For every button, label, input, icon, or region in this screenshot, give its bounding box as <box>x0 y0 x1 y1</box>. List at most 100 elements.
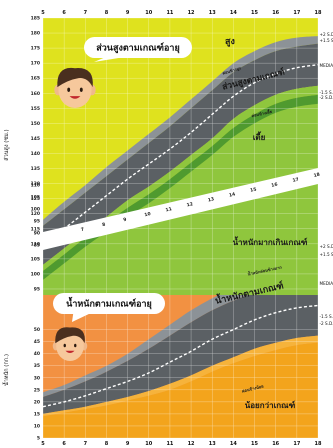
weight-tick: 20 <box>34 399 40 405</box>
age-strip-tick: 18 <box>313 172 320 179</box>
x-tick-top: 14 <box>230 10 237 16</box>
height-zone-label: เตี้ย <box>253 131 266 142</box>
height-tick: 95 <box>34 286 40 292</box>
weight-sd-label: +2 S.D. <box>320 244 333 249</box>
weight-zone-label: ค่อนข้างน้อย <box>241 382 265 393</box>
x-tick-bottom: 17 <box>293 441 300 447</box>
age-strip-tick: 8 <box>102 222 106 229</box>
age-strip-tick: 11 <box>165 206 172 213</box>
weight-callout: น้ำหนักตามเกณฑ์อายุ <box>53 293 165 322</box>
height-zone-label: สูง <box>225 37 235 47</box>
x-tick-top: 17 <box>293 10 300 16</box>
x-tick-bottom: 16 <box>272 441 279 447</box>
x-tick-bottom: 14 <box>230 441 237 447</box>
height-callout-box <box>84 37 192 58</box>
height-sd-label: +1.5 S.D. <box>320 38 333 43</box>
weight-tick: 30 <box>34 375 40 381</box>
x-tick-top: 6 <box>62 10 66 16</box>
plot-area <box>42 17 319 439</box>
height-callout-text: ส่วนสูงตามเกณฑ์อายุ <box>96 42 180 54</box>
weight-tick-upper: 110 <box>31 183 40 189</box>
x-tick-top: 12 <box>188 10 195 16</box>
x-tick-bottom: 13 <box>209 441 216 447</box>
weight-callout-text: น้ำหนักตามเกณฑ์อายุ <box>66 297 152 310</box>
height-tick: 170 <box>31 61 40 67</box>
x-tick-bottom: 12 <box>188 441 195 447</box>
height-tick: 185 <box>31 16 40 22</box>
height-tick: 130 <box>31 181 40 187</box>
x-tick-bottom: 18 <box>315 441 322 447</box>
x-tick-bottom: 8 <box>105 441 109 447</box>
x-tick-bottom: 7 <box>84 441 88 447</box>
height-tick: 135 <box>31 166 40 172</box>
x-tick-top: 8 <box>105 10 109 16</box>
boy-face-top-mouth <box>69 96 81 99</box>
x-tick-top: 11 <box>166 10 173 16</box>
weight-zone-label: น้ำหนักมากเกินเกณฑ์ <box>233 236 308 247</box>
height-sd-label: +2 S.D. <box>320 32 333 37</box>
boy-face-bottom <box>52 327 88 361</box>
height-tick: 175 <box>31 46 40 52</box>
weight-sd-label: +1.5 S.D. <box>320 252 333 257</box>
age-strip-tick: 9 <box>123 217 127 224</box>
height-median-line <box>42 64 319 246</box>
boy-face-bottom-mouth <box>65 350 75 353</box>
x-tick-bottom: 9 <box>126 441 130 447</box>
height-tick: 105 <box>31 256 40 262</box>
age-strip-tick: 7 <box>80 227 84 234</box>
boy-face-bottom-eye-right <box>74 343 77 348</box>
weight-axis-title: น้ำหนัก (กก.) <box>2 354 10 386</box>
height-tick: 125 <box>31 196 40 202</box>
boy-face-top-eye-right <box>79 87 83 92</box>
height-tick: 150 <box>31 121 40 127</box>
x-tick-bottom: 5 <box>41 441 45 447</box>
weight-tick: 45 <box>34 339 40 345</box>
x-tick-top: 9 <box>126 10 130 16</box>
weight-tick-upper: 90 <box>34 231 40 237</box>
decor: ส่วนสูงตามเกณฑ์อายุน้ำหนักตามเกณฑ์อายุ <box>52 37 192 361</box>
x-tick-bottom: 15 <box>251 441 258 447</box>
x-tick-top: 10 <box>145 10 152 16</box>
boy-face-top-eye-left <box>67 87 71 92</box>
boy-face-top <box>54 67 96 108</box>
height-tick: 100 <box>31 271 40 277</box>
height-sd-label: -1.5 S.D. <box>320 90 333 95</box>
x-tick-top: 15 <box>251 10 258 16</box>
x-tick-top: 18 <box>315 10 322 16</box>
weight-sd-label: -1.5 S.D. <box>320 314 333 319</box>
boy-face-bottom-eye-left <box>63 343 66 348</box>
age-strip-tick: 10 <box>144 211 151 218</box>
weight-tick-upper: 105 <box>31 195 40 201</box>
grid <box>42 17 319 439</box>
weight-tick-upper: 100 <box>31 207 40 213</box>
weight-tick: 15 <box>34 411 40 417</box>
height-tick: 145 <box>31 136 40 142</box>
weight-band-under <box>43 342 318 438</box>
height-callout: ส่วนสูงตามเกณฑ์อายุ <box>84 37 192 62</box>
age-strip-tick: 15 <box>250 186 257 193</box>
age-strip-tick: 12 <box>186 201 193 208</box>
x-tick-top: 16 <box>272 10 279 16</box>
weight-median-line <box>42 304 319 408</box>
weight-tick-upper: 85 <box>34 243 40 249</box>
height-sd-label: MEDIAN <box>320 63 333 68</box>
weight-callout-box <box>53 293 165 314</box>
weight-tick: 35 <box>34 363 40 369</box>
weight-tick: 10 <box>34 423 40 429</box>
x-tick-bottom: 11 <box>166 441 173 447</box>
x-tick-top: 7 <box>84 10 88 16</box>
boy-face-top-hair <box>57 67 93 88</box>
height-tick: 165 <box>31 76 40 82</box>
height-axis-title: ส่วนสูง (ซม.) <box>3 129 10 160</box>
height-callout-tail <box>94 58 119 62</box>
height-tick: 140 <box>31 151 40 157</box>
x-tick-top: 5 <box>41 10 45 16</box>
height-tick: 155 <box>31 106 40 112</box>
height-tick: 120 <box>31 211 40 217</box>
weight-tick: 40 <box>34 351 40 357</box>
height-sd-label: -2 S.D. <box>320 95 333 100</box>
age-strip-tick: 16 <box>271 182 278 189</box>
weight-tick: 25 <box>34 387 40 393</box>
age-strip <box>43 168 318 250</box>
